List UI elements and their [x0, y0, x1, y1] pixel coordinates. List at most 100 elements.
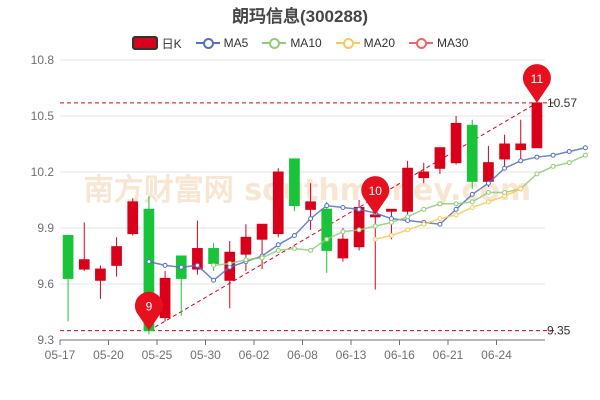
x-tick-label: 06-02 [239, 348, 270, 362]
ma-point-ma5 [194, 262, 200, 268]
ma-point-ma10 [437, 201, 443, 207]
ma-point-ma10 [275, 247, 281, 253]
legend-item-ma10[interactable]: MA10 [262, 34, 322, 52]
candle-body [78, 259, 90, 270]
candle-body [321, 208, 333, 251]
ma-point-ma20 [372, 236, 378, 242]
candle-body [418, 171, 430, 179]
x-tick-label: 05-30 [190, 348, 221, 362]
ma-point-ma20 [518, 186, 524, 192]
candle-body [402, 167, 413, 212]
legend-item-k[interactable]: 日K [131, 34, 182, 52]
candle-body [62, 234, 74, 279]
legend-ma10-swatch [262, 36, 287, 50]
candle-body [531, 102, 543, 149]
candle-body [353, 206, 365, 248]
ma-line-ma20 [375, 188, 522, 240]
legend-k-label: 日K [161, 36, 182, 51]
marker-label: 11 [531, 72, 544, 86]
legend-item-ma20[interactable]: MA20 [335, 34, 396, 52]
ma-point-ma10 [259, 255, 265, 261]
legend-ma30-swatch [409, 36, 434, 50]
candle-body [483, 162, 494, 182]
legend-ma30-label: MA30 [437, 36, 469, 50]
chart-title: 朗玛信息(300288) [231, 7, 369, 26]
legend-k-swatch [131, 36, 158, 50]
ma-point-ma5 [534, 154, 540, 160]
ma-point-ma10 [211, 262, 217, 268]
candle-body [305, 201, 316, 210]
ma-point-ma10 [388, 219, 394, 225]
ma-point-ma20 [453, 212, 459, 218]
candle-body [515, 143, 527, 151]
candle-body [450, 122, 462, 164]
x-tick-label: 06-08 [287, 348, 318, 362]
legend-item-ma5[interactable]: MA5 [195, 34, 249, 52]
candle-body [499, 143, 510, 160]
ma-point-ma5 [324, 203, 330, 209]
ma-point-ma5 [178, 264, 184, 270]
ma-point-ma10 [372, 223, 378, 229]
ma-point-ma5 [566, 148, 572, 154]
ma-point-ma10 [469, 199, 475, 205]
legend-ma5-swatch [195, 36, 220, 50]
ma-point-ma10 [227, 260, 233, 266]
ma-point-ma10 [534, 171, 540, 177]
candle-body [127, 201, 139, 235]
candle-body [159, 277, 171, 319]
legend-ma5-label: MA5 [223, 36, 249, 50]
legend: 日K MA5 MA10 MA20 MA30 [0, 34, 600, 52]
candle-body [95, 268, 106, 281]
low-label: 9.35 [547, 324, 571, 338]
ma-point-ma5 [453, 206, 459, 212]
ma-point-ma20 [405, 227, 411, 233]
candle-body [272, 171, 284, 235]
ma-point-ma20 [469, 204, 475, 210]
ma-point-ma5 [437, 221, 443, 227]
y-tick-label: 10.8 [31, 53, 55, 67]
ma-point-ma20 [388, 232, 394, 238]
ma-point-ma10 [324, 236, 330, 242]
ma-point-ma10 [405, 214, 411, 220]
x-tick-label: 06-16 [384, 348, 415, 362]
ma-point-ma10 [356, 227, 362, 233]
ma-point-ma20 [502, 193, 508, 199]
ma-point-ma10 [421, 206, 427, 212]
ma-point-ma5 [582, 145, 588, 151]
ma-point-ma5 [518, 158, 524, 164]
ma-point-ma10 [550, 163, 556, 169]
legend-item-ma30[interactable]: MA30 [409, 34, 468, 52]
y-tick-label: 9.9 [37, 221, 54, 235]
x-tick-label: 05-25 [142, 348, 173, 362]
candle-body [466, 124, 478, 182]
x-tick-label: 06-21 [433, 348, 464, 362]
ma-point-ma10 [308, 247, 314, 253]
ma-point-ma20 [437, 216, 443, 222]
ma-point-ma10 [485, 190, 491, 196]
ma-point-ma10 [243, 257, 249, 263]
y-tick-label: 10.2 [31, 165, 55, 179]
ma-point-ma5 [146, 259, 152, 265]
x-tick-label: 06-13 [336, 348, 367, 362]
ma-point-ma10 [566, 160, 572, 166]
candle-body [208, 248, 219, 264]
ma-point-ma10 [582, 152, 588, 158]
ma-line-ma5 [148, 147, 586, 282]
ma-point-ma5 [275, 242, 281, 248]
ma-line-ma10 [213, 154, 586, 267]
marker-pin [134, 291, 163, 331]
marker-label: 9 [146, 300, 153, 314]
x-tick-label: 06-24 [481, 348, 512, 362]
candle-body [111, 246, 122, 266]
ma-point-ma10 [340, 229, 346, 235]
ma-point-ma20 [485, 199, 491, 205]
ma-point-ma5 [340, 204, 346, 210]
high-label: 10.57 [547, 96, 577, 110]
legend-ma20-label: MA20 [363, 36, 396, 50]
legend-ma20-swatch [335, 36, 360, 50]
plot-area [60, 60, 545, 340]
ma-point-ma10 [453, 201, 459, 207]
ma-point-ma5 [291, 232, 297, 238]
ma-point-ma20 [421, 221, 427, 227]
